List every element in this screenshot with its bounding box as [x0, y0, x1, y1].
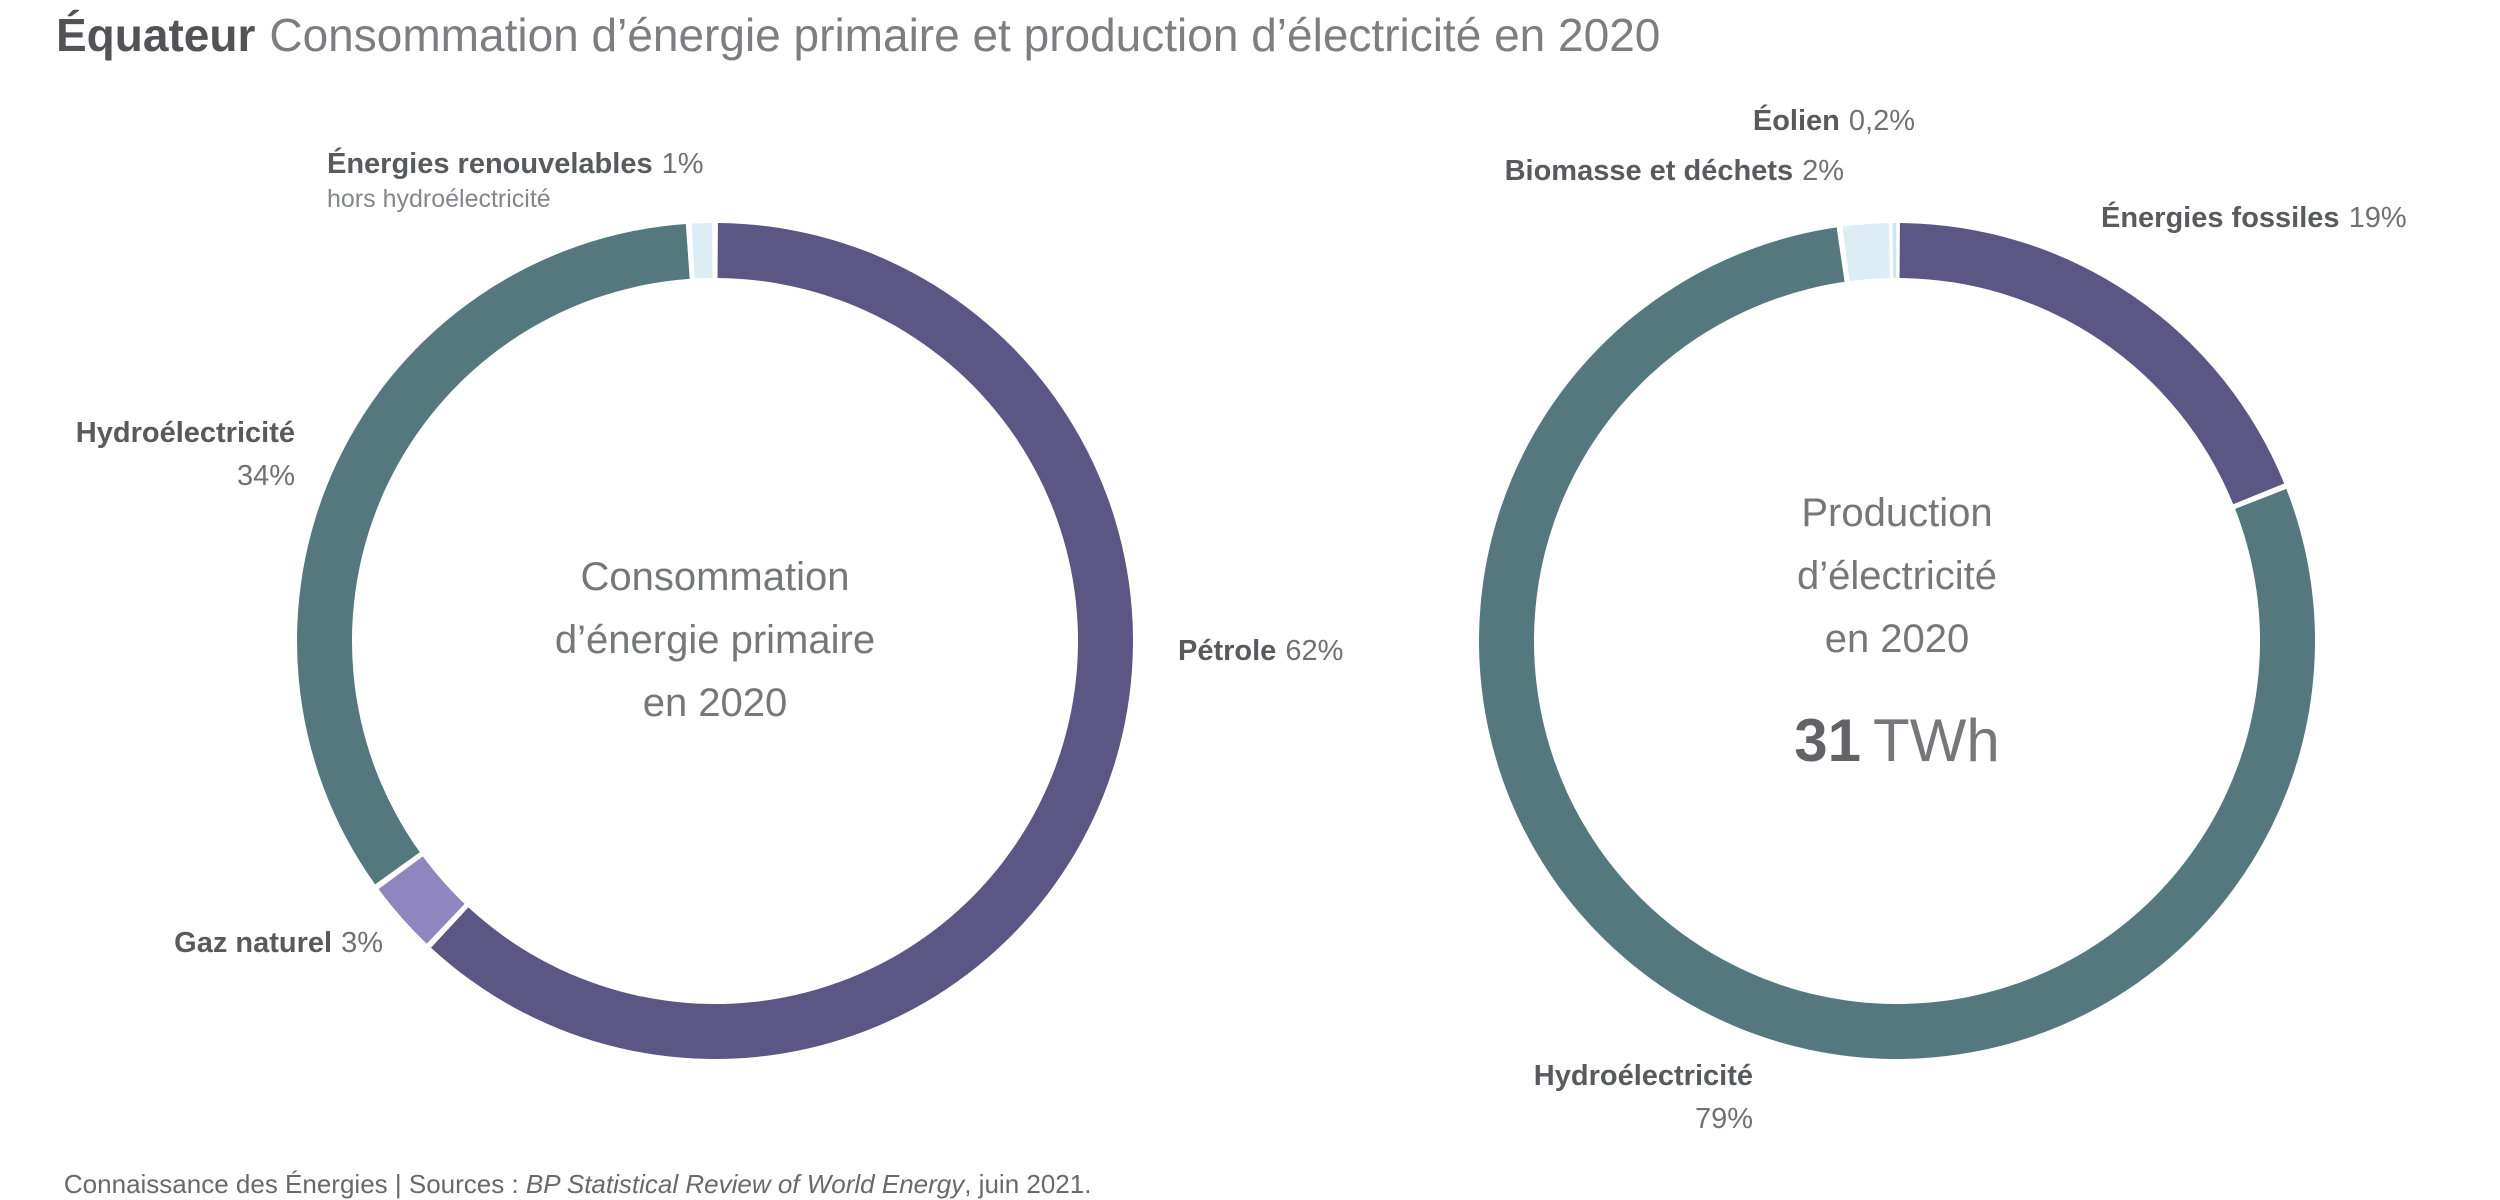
center-consommation-line3: en 2020: [642, 681, 788, 726]
label-petrole-value: 62%: [1285, 635, 1344, 667]
production-total: 31 TWh: [1547, 694, 2247, 789]
label-hydro-consommation: Hydroélectricité 34%: [76, 415, 295, 495]
donut-segment-gaz-naturel: [378, 856, 465, 944]
production-total-number: 31: [1794, 706, 1862, 774]
donut-segment-energies-fossiles: [1899, 223, 2285, 505]
center-production-line2: d’électricité: [1796, 554, 1998, 599]
center-production-line1: Production: [1801, 491, 1993, 535]
label-gaz-naturel: Gaz naturel 3%: [174, 925, 383, 961]
label-renouvelables-note: hors hydroélectricité: [327, 185, 551, 214]
label-biomasse-name: Biomasse et déchets: [1504, 155, 1794, 187]
label-hydro-consommation-name: Hydroélectricité: [75, 417, 295, 449]
footer-source: BP Statistical Review of World Energy: [525, 1169, 965, 1199]
label-petrole: Pétrole 62%: [1178, 633, 1343, 669]
label-eolien-value: 0,2%: [1848, 105, 1915, 137]
label-hydro-production: Hydroélectricité 79%: [1534, 1058, 1753, 1138]
footer-suffix: , juin 2021.: [964, 1169, 1092, 1199]
label-fossiles-value: 19%: [2348, 202, 2407, 234]
page-title: Équateur Consommation d’énergie primaire …: [56, 8, 1660, 62]
center-label-production: Production d’électricité en 2020 31 TWh: [1547, 482, 2247, 788]
donut-production: [1479, 223, 2315, 1059]
label-renouvelables-name: Énergies renouvelables: [327, 148, 653, 180]
footer-prefix: Connaissance des Énergies | Sources :: [63, 1169, 526, 1199]
label-fossiles: Énergies fossiles 19%: [2101, 200, 2407, 236]
title-text: Consommation d’énergie primaire et produ…: [269, 9, 1661, 61]
footer-credit: Connaissance des Énergies | Sources : BP…: [35, 1138, 1092, 1200]
center-consommation-line2: d’énergie primaire: [554, 618, 876, 663]
label-renouvelables-value: 1%: [661, 148, 704, 180]
donut-segment-eolien: [1892, 223, 1897, 279]
donut-consommation: [296, 223, 1133, 1059]
donut-segment-petrole: [430, 223, 1133, 1059]
title-country: Équateur: [56, 9, 256, 61]
donut-segment-biomasse-dechets: [1842, 223, 1890, 282]
label-hydro-consommation-value: 34%: [236, 460, 295, 493]
center-production-line3: en 2020: [1824, 617, 1970, 662]
center-consommation-line1: Consommation: [580, 555, 850, 599]
label-renouvelables: Énergies renouvelables 1% hors hydroélect…: [327, 146, 704, 216]
label-petrole-name: Pétrole: [1178, 635, 1277, 667]
label-gaz-naturel-name: Gaz naturel: [174, 927, 333, 959]
label-hydro-production-name: Hydroélectricité: [1533, 1060, 1753, 1092]
label-eolien: Éolien 0,2%: [1753, 103, 1915, 139]
label-biomasse-value: 2%: [1802, 155, 1844, 187]
label-hydro-production-value: 79%: [1694, 1103, 1753, 1136]
label-gaz-naturel-value: 3%: [341, 927, 383, 959]
label-fossiles-name: Énergies fossiles: [2101, 202, 2340, 234]
donut-segment-hydroelectricite: [296, 224, 690, 885]
label-biomasse: Biomasse et déchets 2%: [1505, 153, 1844, 189]
production-total-unit: TWh: [1873, 706, 2000, 774]
donut-segment-energies-renouvelables: [691, 223, 713, 279]
label-eolien-name: Éolien: [1752, 105, 1840, 137]
center-label-consommation: Consommation d’énergie primaire en 2020: [365, 546, 1065, 736]
